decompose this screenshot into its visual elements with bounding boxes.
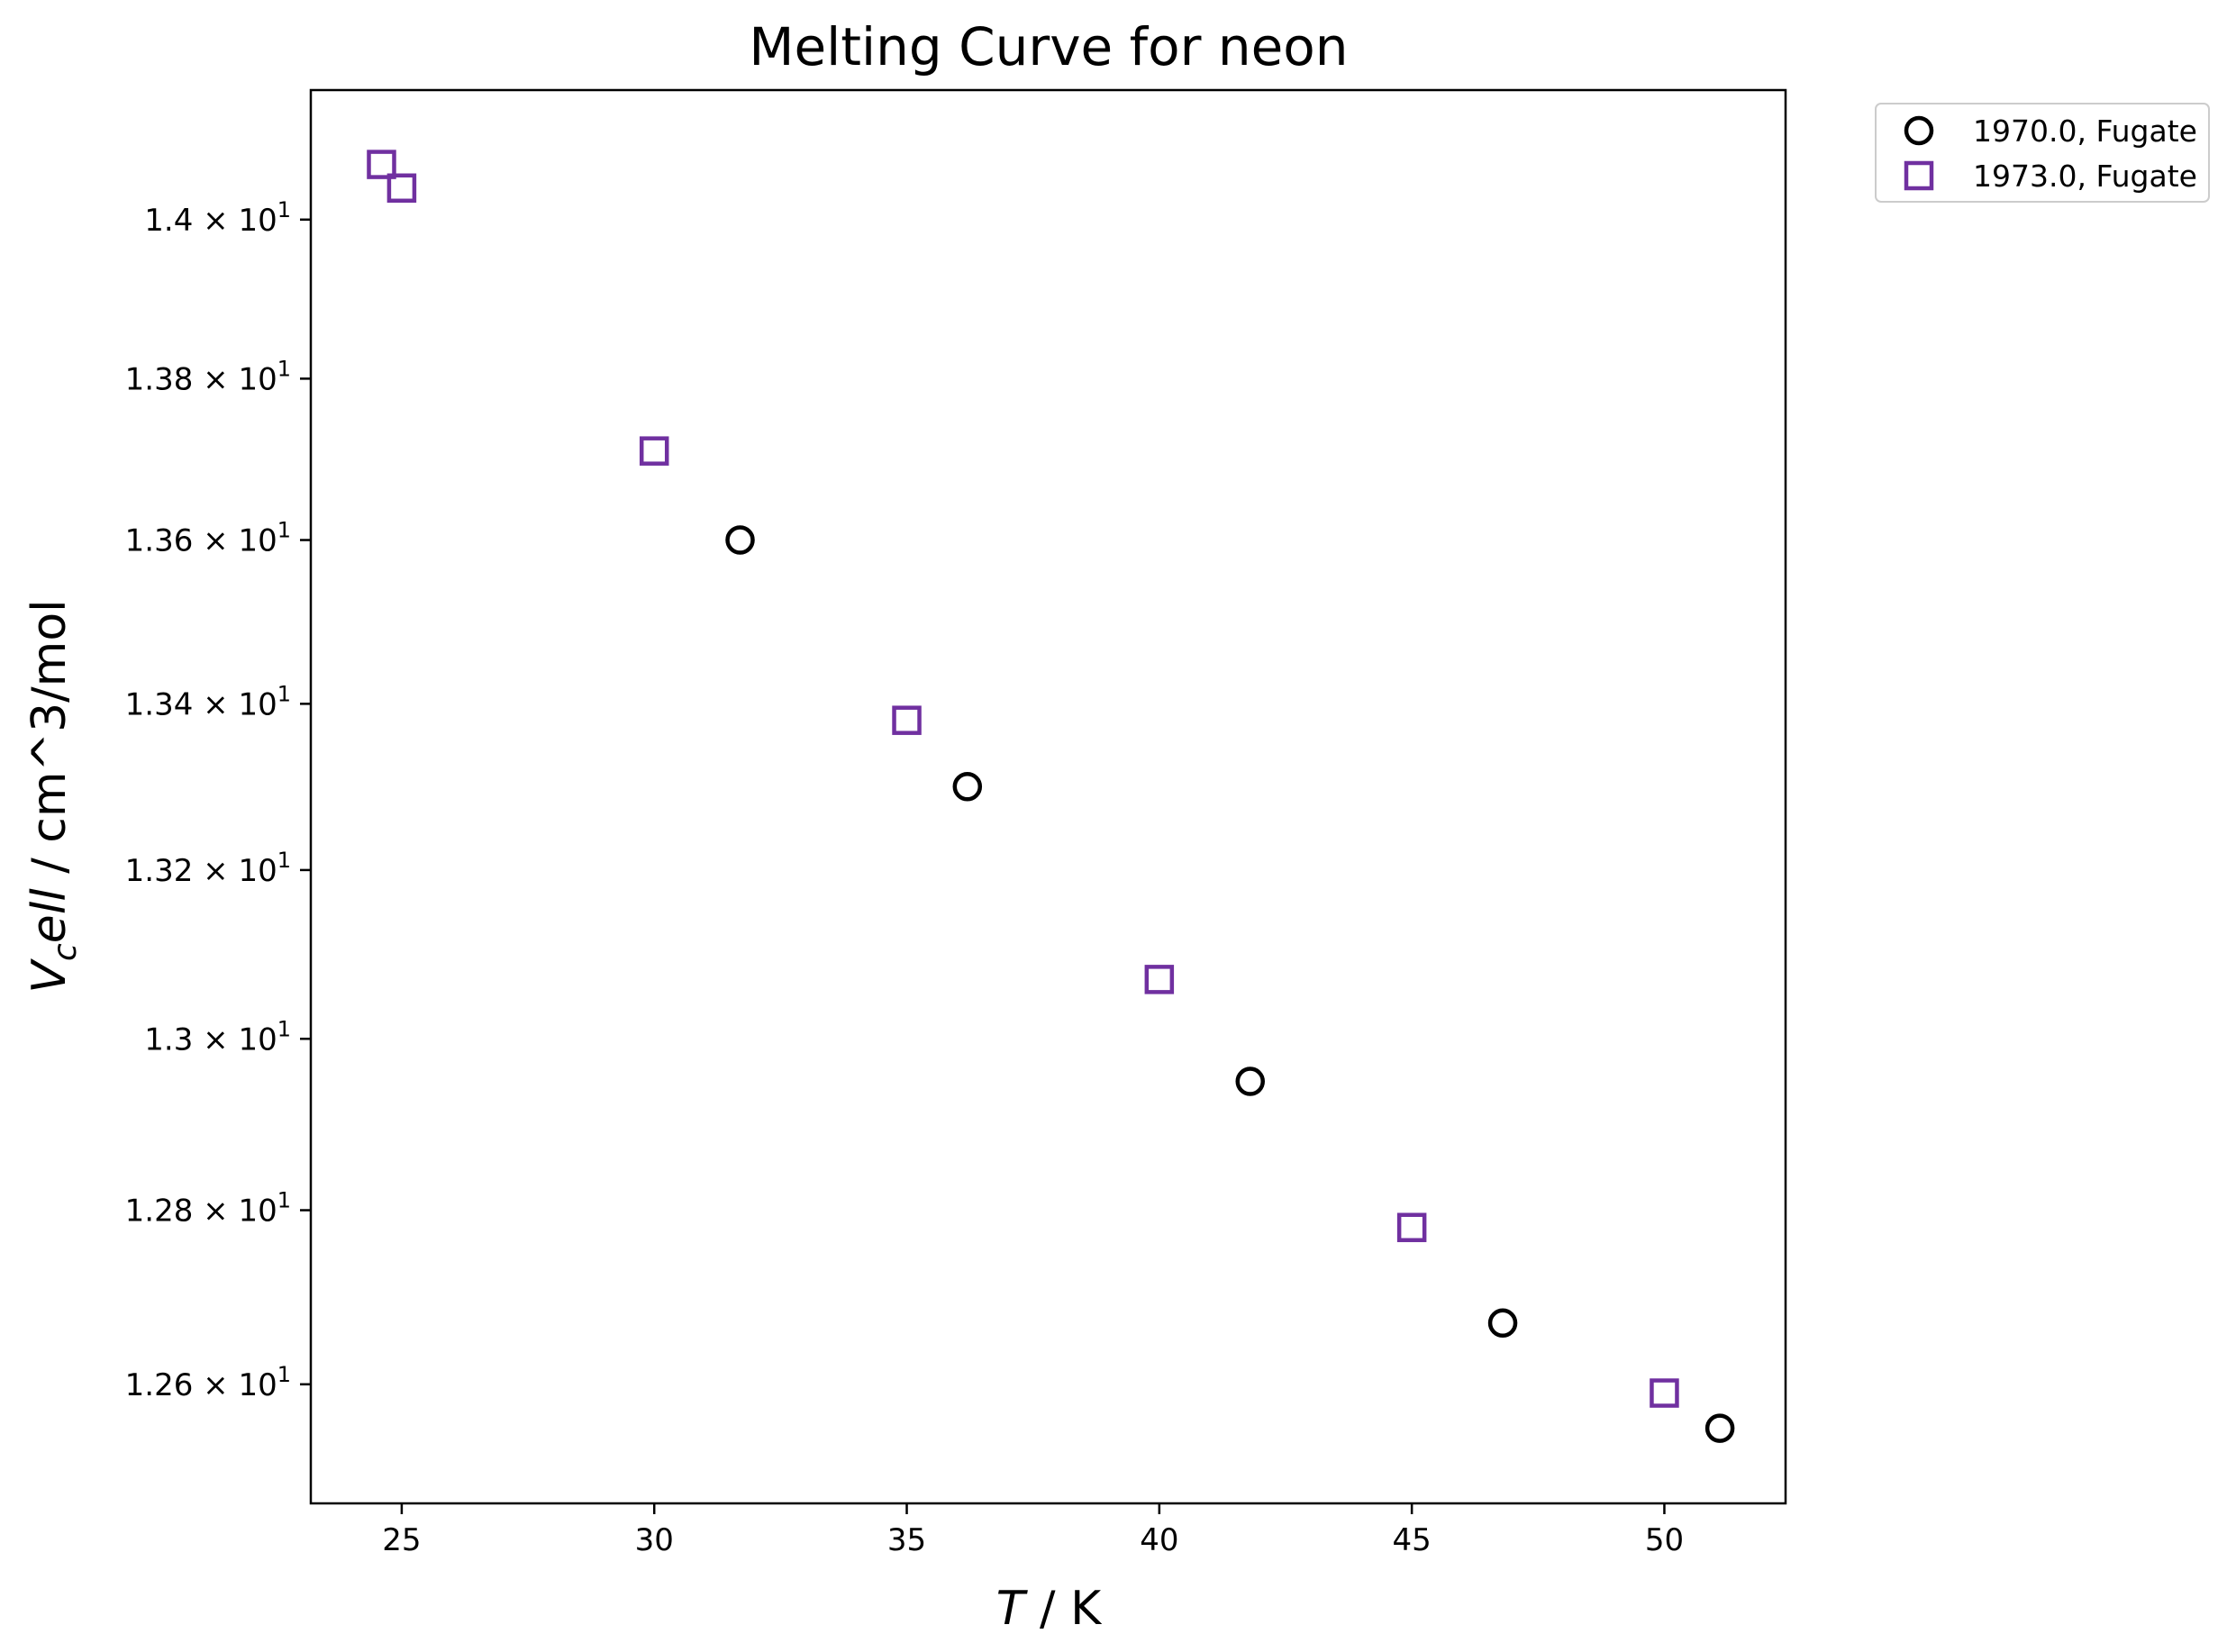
- data-point-circle: [1704, 1413, 1735, 1443]
- y-tick-label: 1.28 × 101: [125, 1188, 291, 1230]
- y-tick-label-exponent: 1: [277, 1188, 291, 1213]
- y-tick-label-exponent: 1: [277, 1362, 291, 1387]
- data-point-square: [892, 705, 922, 735]
- x-axis-label-var: T: [996, 1582, 1029, 1636]
- plot-frame: [309, 88, 1787, 1505]
- y-tick-label: 1.36 × 101: [125, 518, 291, 559]
- data-point-circle: [1487, 1308, 1518, 1339]
- data-point-circle: [952, 772, 983, 802]
- y-tick-label-exponent: 1: [277, 848, 291, 873]
- legend: 1970.0, Fugate 1973.0, Fugate: [1875, 103, 2210, 203]
- legend-frame: [1875, 103, 2210, 203]
- data-point-circle: [725, 525, 755, 555]
- y-tick-label: 1.34 × 101: [125, 681, 291, 722]
- y-tick-label-base: 1.4 × 10: [144, 203, 277, 239]
- y-tick-label-exponent: 1: [277, 356, 291, 381]
- legend-marker-circle: [1904, 115, 1934, 146]
- x-tick-label: 40: [1140, 1522, 1178, 1558]
- y-tick-label-base: 1.36 × 10: [125, 523, 277, 559]
- x-axis-label: T / K: [996, 1582, 1103, 1636]
- y-tick-label: 1.4 × 101: [144, 197, 291, 239]
- y-axis-label-unit: / cm^3/mol: [23, 599, 77, 888]
- x-tick-label: 50: [1645, 1522, 1684, 1558]
- y-tick-label-base: 1.28 × 10: [125, 1194, 277, 1230]
- y-axis-label-main: V: [23, 958, 77, 994]
- data-point-square: [1650, 1378, 1679, 1408]
- y-tick-label: 1.3 × 101: [144, 1016, 291, 1057]
- data-markers: [367, 150, 1735, 1443]
- x-axis-label-unit: / K: [1025, 1582, 1104, 1636]
- y-tick-label-base: 1.3 × 10: [144, 1021, 277, 1057]
- y-tick-label-base: 1.26 × 10: [125, 1367, 277, 1403]
- x-tick-label: 45: [1393, 1522, 1432, 1558]
- x-tick-label: 25: [382, 1522, 421, 1558]
- data-point-square: [367, 150, 396, 179]
- y-axis-label: Vcell / cm^3/mol: [23, 599, 84, 993]
- legend-label-1973: 1973.0, Fugate: [1973, 159, 2197, 194]
- x-tick-label: 30: [635, 1522, 674, 1558]
- y-axis-label-rest: ell: [23, 888, 77, 943]
- legend-label-1970: 1970.0, Fugate: [1973, 113, 2197, 149]
- y-tick-label-base: 1.34 × 10: [125, 686, 277, 722]
- y-tick-label-base: 1.32 × 10: [125, 853, 277, 889]
- x-axis: 25 30 35 40 45 50: [382, 1503, 1684, 1558]
- data-point-circle: [1235, 1067, 1265, 1096]
- data-point-square: [386, 173, 417, 204]
- x-tick-label: 35: [887, 1522, 926, 1558]
- y-tick-label-exponent: 1: [277, 1016, 291, 1041]
- data-point-square: [1396, 1212, 1427, 1242]
- y-tick-label-exponent: 1: [277, 197, 291, 222]
- data-point-square: [639, 436, 669, 466]
- data-point-square: [1144, 965, 1175, 994]
- y-axis-label-sub: c: [47, 943, 84, 961]
- y-tick-label-exponent: 1: [277, 681, 291, 706]
- y-tick-label: 1.26 × 101: [125, 1362, 291, 1403]
- y-tick-label-exponent: 1: [277, 518, 291, 543]
- y-tick-label-base: 1.38 × 10: [125, 361, 277, 397]
- legend-marker-square: [1904, 160, 1934, 191]
- chart-title: Melting Curve for neon: [749, 16, 1348, 77]
- y-tick-label: 1.32 × 101: [125, 848, 291, 889]
- y-tick-label: 1.38 × 101: [125, 356, 291, 397]
